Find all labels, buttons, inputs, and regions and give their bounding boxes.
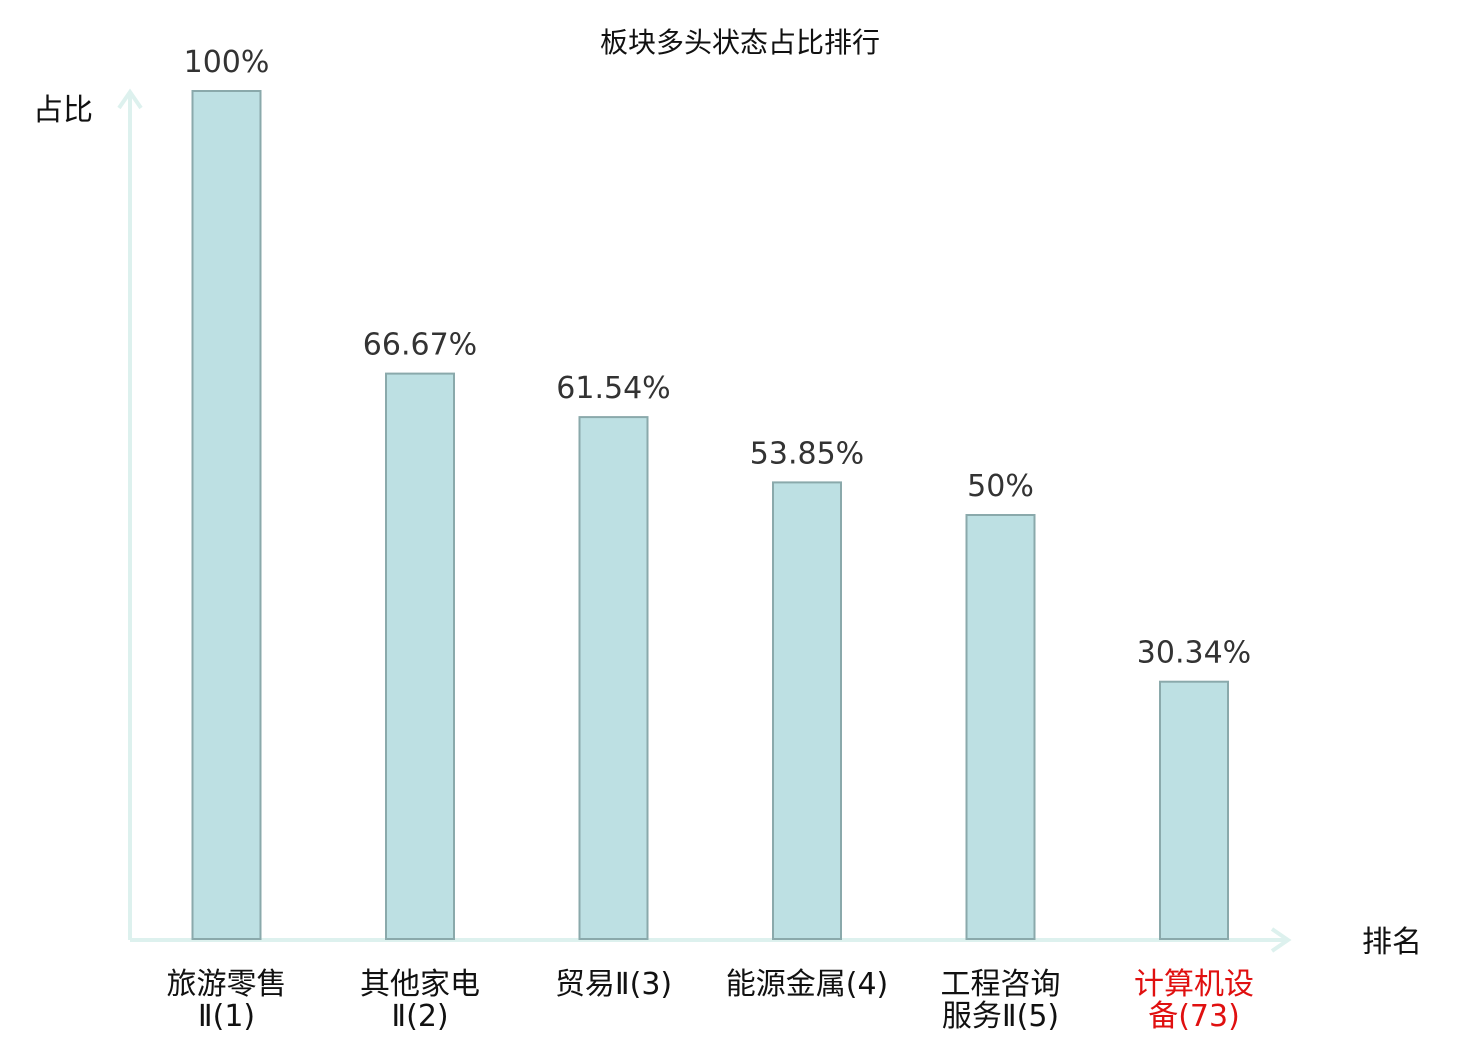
- value-label-4: 53.85%: [750, 436, 864, 471]
- bar-5: [965, 514, 1036, 940]
- chart-title: 板块多头状态占比排行: [600, 26, 880, 59]
- x-axis-arrow: [1270, 927, 1292, 953]
- category-label-6-line-1: 计算机设: [1134, 967, 1254, 1002]
- value-labels-group: 100% 66.67% 61.54% 53.85% 50% 30.34%: [184, 45, 1252, 671]
- category-label-5-line-2: 服务Ⅱ(5): [942, 999, 1059, 1034]
- bar-6: [1159, 680, 1229, 940]
- x-axis-label: 排名: [1362, 925, 1422, 960]
- bars-group: [191, 90, 1229, 941]
- category-label-3-line-1: 贸易Ⅱ(3): [555, 967, 672, 1002]
- category-label-4-line-1: 能源金属(4): [726, 967, 889, 1002]
- bar-2: [385, 372, 455, 941]
- value-label-2: 66.67%: [363, 328, 477, 363]
- category-label-1-line-2: Ⅱ(1): [198, 999, 255, 1034]
- bar-3: [578, 416, 649, 941]
- category-label-2-line-2: Ⅱ(2): [391, 999, 448, 1034]
- bar-1: [191, 90, 262, 940]
- value-label-6: 30.34%: [1137, 636, 1251, 671]
- category-label-6-line-2: 备(73): [1148, 999, 1240, 1034]
- axes: [117, 88, 1292, 953]
- value-label-1: 100%: [184, 45, 270, 80]
- category-label-1-line-1: 旅游零售: [167, 967, 287, 1002]
- category-label-2-line-1: 其他家电: [360, 967, 480, 1002]
- y-axis-arrow: [117, 88, 143, 110]
- bar-4: [772, 481, 842, 940]
- value-label-5: 50%: [967, 469, 1034, 504]
- y-axis-label: 占比: [33, 93, 93, 128]
- value-label-3: 61.54%: [556, 371, 670, 406]
- category-label-5-line-1: 工程咨询: [941, 967, 1061, 1002]
